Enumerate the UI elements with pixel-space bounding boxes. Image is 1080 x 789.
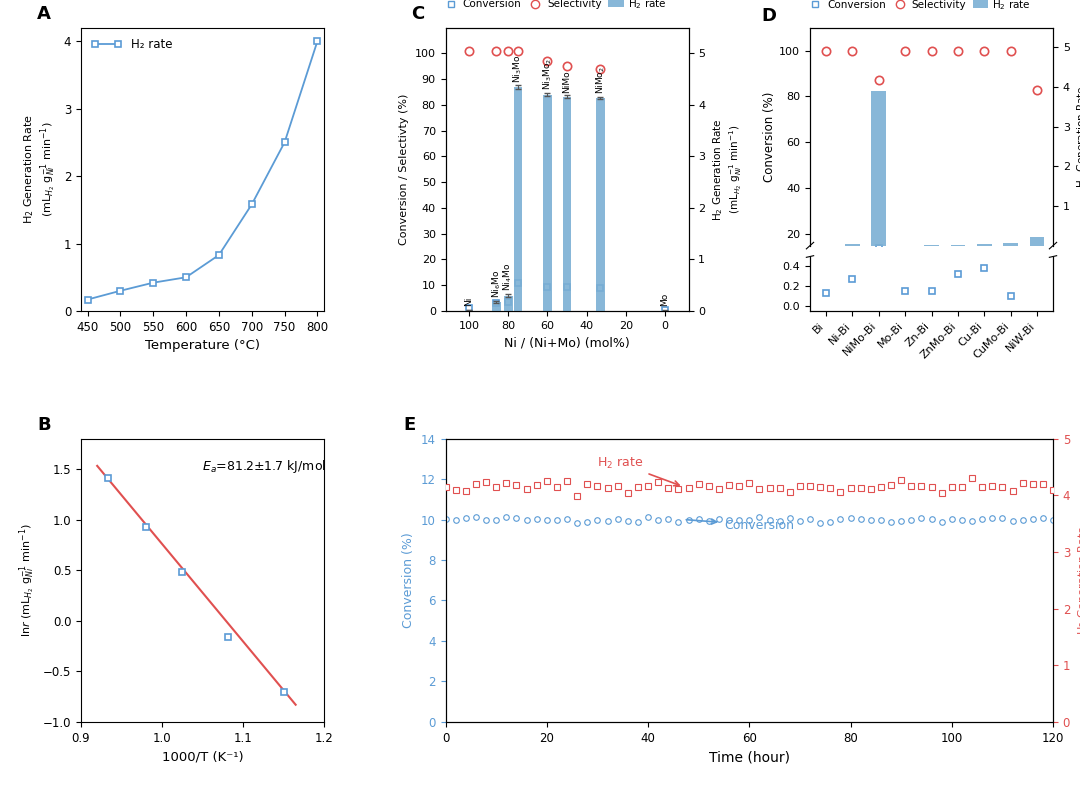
- Bar: [1030, 237, 1044, 245]
- Bar: [503, 296, 513, 311]
- Text: C: C: [411, 5, 424, 23]
- H₂ rate: [179, 272, 192, 282]
- Text: B: B: [37, 416, 51, 434]
- Text: NiMo: NiMo: [563, 70, 571, 92]
- Legend: Conversion, Selectivity, H$_2$ rate: Conversion, Selectivity, H$_2$ rate: [438, 0, 671, 15]
- Text: Ni$_6$Mo: Ni$_6$Mo: [490, 269, 502, 297]
- Line: H₂ rate: H₂ rate: [84, 38, 321, 303]
- Text: Mo: Mo: [661, 294, 670, 306]
- Bar: [543, 95, 552, 311]
- Text: Conversion: Conversion: [686, 518, 794, 532]
- Legend: H₂ rate: H₂ rate: [86, 33, 177, 56]
- Y-axis label: ln$r$ (mL$_{H_2}$ g$^{-1}_{Ni}$ min$^{-1}$): ln$r$ (mL$_{H_2}$ g$^{-1}_{Ni}$ min$^{-1…: [17, 523, 37, 638]
- Text: NiMo$_2$: NiMo$_2$: [594, 66, 607, 94]
- Text: D: D: [761, 7, 777, 25]
- Y-axis label: Conversion / Selectivty (%): Conversion / Selectivty (%): [400, 94, 409, 245]
- Bar: [563, 97, 571, 311]
- X-axis label: Temperature (°C): Temperature (°C): [145, 339, 260, 353]
- X-axis label: 1000/T (K⁻¹): 1000/T (K⁻¹): [162, 750, 243, 763]
- Bar: [977, 244, 991, 245]
- Bar: [1003, 243, 1018, 245]
- Text: $\it{E}$$_a$=81.2±1.7 kJ/mol: $\it{E}$$_a$=81.2±1.7 kJ/mol: [203, 458, 326, 476]
- Bar: [514, 87, 523, 311]
- Y-axis label: H$_2$ Generation Rate
(mL$_{H_2}$ g$^{-1}_{Ni}$ min$^{-1}$): H$_2$ Generation Rate (mL$_{H_2}$ g$^{-1…: [22, 114, 58, 224]
- H₂ rate: [147, 278, 160, 287]
- Y-axis label: Conversion (%): Conversion (%): [764, 92, 777, 181]
- Bar: [464, 310, 473, 311]
- X-axis label: Time (hour): Time (hour): [708, 750, 789, 765]
- Text: Ni$_3$Mo: Ni$_3$Mo: [512, 54, 524, 83]
- H₂ rate: [213, 250, 226, 260]
- Y-axis label: H$_2$ Generation Rate
(mL$_{H_2}$ g$^{-1}_{Ni}$ min$^{-1}$): H$_2$ Generation Rate (mL$_{H_2}$ g$^{-1…: [1076, 85, 1080, 188]
- Y-axis label: H$_2$ Generation Rate
(mL$_{H_2}$ g$^{-1}_{Ni}$ min$^{-1}$): H$_2$ Generation Rate (mL$_{H_2}$ g$^{-1…: [711, 118, 744, 221]
- H₂ rate: [113, 286, 126, 296]
- X-axis label: Ni / (Ni+Mo) (mol%): Ni / (Ni+Mo) (mol%): [504, 336, 630, 350]
- Text: A: A: [37, 5, 51, 23]
- Text: H$_2$ rate: H$_2$ rate: [597, 456, 679, 486]
- Y-axis label: H$_2$ Generation Rate
(mL$_{H_2}$ g$^{-1}_{Ni}$ min$^{-1}$): H$_2$ Generation Rate (mL$_{H_2}$ g$^{-1…: [1076, 525, 1080, 635]
- Legend: Conversion, Selectivity, H$_2$ rate: Conversion, Selectivity, H$_2$ rate: [804, 0, 1036, 16]
- Bar: [872, 91, 886, 245]
- Text: Ni$_3$Mo$_2$: Ni$_3$Mo$_2$: [541, 58, 554, 91]
- Y-axis label: Conversion (%): Conversion (%): [402, 533, 415, 628]
- Bar: [845, 244, 860, 245]
- Text: E: E: [403, 416, 415, 434]
- Text: Ni: Ni: [464, 297, 473, 306]
- H₂ rate: [245, 200, 258, 209]
- Bar: [596, 98, 605, 311]
- H₂ rate: [311, 36, 324, 46]
- H₂ rate: [81, 295, 94, 305]
- H₂ rate: [279, 137, 292, 147]
- Bar: [492, 301, 501, 311]
- Text: Ni$_4$Mo: Ni$_4$Mo: [502, 263, 514, 291]
